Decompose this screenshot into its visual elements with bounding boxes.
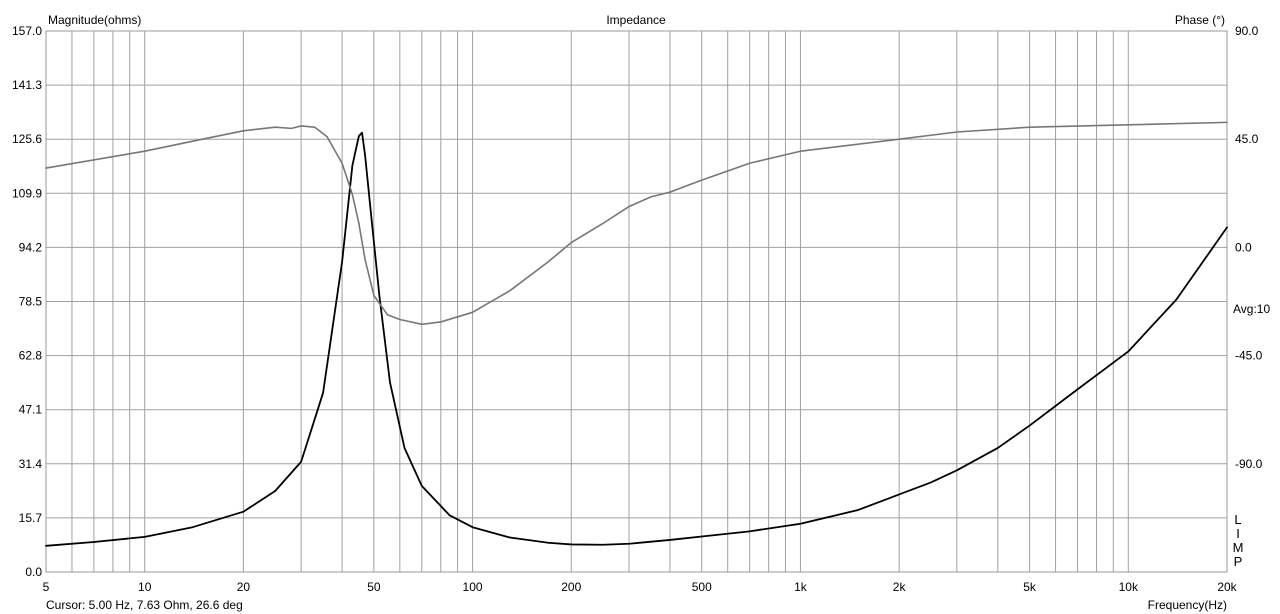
tick-labels: 5 10 20 50 100 200 500 1k 2k 5k 10k 20k 0.0 15.7 31.4 4…: [12, 24, 1263, 594]
y-axis-right-label: Phase (°): [1175, 13, 1225, 27]
x-tick-label: 5: [43, 580, 50, 594]
x-tick-label: 50: [367, 580, 381, 594]
average-annotation: Avg:10: [1233, 302, 1270, 316]
y-right-tick-label: 90.0: [1235, 24, 1259, 38]
y-left-tick-label: 47.1: [19, 403, 43, 417]
brand-letter-p: P: [1233, 554, 1243, 569]
magnitude-line: [45, 131, 1228, 547]
x-tick-label: 100: [463, 580, 483, 594]
x-axis-label: Frequency(Hz): [1148, 598, 1227, 612]
y-left-tick-label: 15.7: [19, 511, 43, 525]
y-left-tick-label: 78.5: [19, 295, 43, 309]
y-right-tick-label: 0.0: [1235, 240, 1252, 254]
brand-letter-i: I: [1236, 526, 1240, 541]
y-left-tick-label: 157.0: [12, 24, 42, 38]
x-tick-label: 500: [692, 580, 712, 594]
x-tick-label: 1k: [794, 580, 808, 594]
y-left-tick-label: 94.2: [19, 240, 43, 254]
y-right-tick-label: -90.0: [1235, 457, 1263, 471]
brand-letter-m: M: [1232, 540, 1244, 555]
grid: [46, 31, 1227, 572]
y-right-tick-label: -45.0: [1235, 349, 1263, 363]
y-left-tick-label: 0.0: [25, 565, 42, 579]
x-tick-label: 200: [561, 580, 581, 594]
plot-frame: [45, 30, 1228, 573]
cursor-readout: Cursor: 5.00 Hz, 7.63 Ohm, 26.6 deg: [46, 598, 243, 612]
x-tick-label: 10: [138, 580, 152, 594]
y-left-tick-label: 31.4: [19, 457, 43, 471]
y-left-tick-label: 109.9: [12, 186, 42, 200]
x-tick-label: 5k: [1023, 580, 1037, 594]
chart-title: Impedance: [606, 13, 666, 27]
y-left-tick-label: 62.8: [19, 349, 43, 363]
x-tick-label: 20k: [1217, 580, 1237, 594]
y-right-tick-label: 45.0: [1235, 132, 1259, 146]
x-tick-label: 10k: [1119, 580, 1139, 594]
y-axis-left-label: Magnitude(ohms): [48, 13, 141, 27]
brand-letter-l: L: [1234, 512, 1242, 527]
x-tick-label: 20: [237, 580, 251, 594]
y-left-tick-label: 125.6: [12, 132, 42, 146]
series-layer: [45, 121, 1228, 547]
x-tick-label: 2k: [893, 580, 907, 594]
y-left-tick-label: 141.3: [12, 78, 42, 92]
phase-line: [45, 121, 1228, 326]
